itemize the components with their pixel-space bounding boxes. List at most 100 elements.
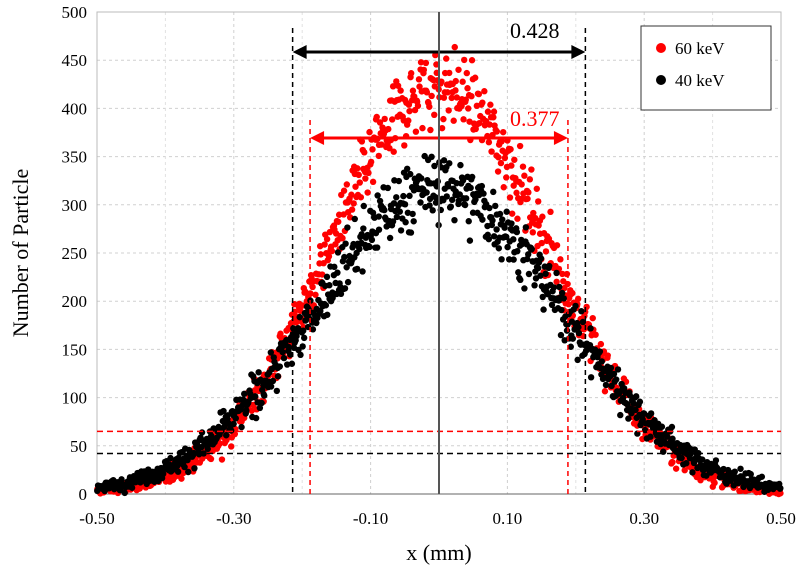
data-point xyxy=(326,282,333,289)
data-point xyxy=(485,139,493,146)
data-point xyxy=(423,189,430,196)
data-point xyxy=(533,185,540,192)
data-point xyxy=(475,90,483,98)
data-point xyxy=(712,457,720,464)
data-point xyxy=(218,456,226,463)
data-point xyxy=(462,195,470,202)
data-point xyxy=(548,301,556,309)
data-point xyxy=(341,285,349,292)
data-point xyxy=(508,162,515,169)
data-point xyxy=(557,331,565,339)
data-point xyxy=(465,218,472,225)
data-point xyxy=(510,236,517,243)
data-point xyxy=(368,236,376,244)
data-point xyxy=(569,289,576,297)
data-point xyxy=(405,117,412,124)
data-point xyxy=(128,484,136,491)
data-point xyxy=(460,56,468,64)
data-point xyxy=(525,251,532,258)
data-point xyxy=(508,210,516,217)
data-point xyxy=(485,235,493,243)
data-point xyxy=(428,153,435,161)
data-point xyxy=(546,262,553,270)
data-point xyxy=(455,197,462,204)
y-tick-label: 350 xyxy=(62,148,88,167)
data-point xyxy=(406,192,413,200)
data-point xyxy=(426,202,433,209)
data-point xyxy=(313,319,320,327)
data-point xyxy=(432,194,439,201)
data-point xyxy=(356,245,363,253)
data-point xyxy=(252,414,260,422)
data-point xyxy=(373,244,381,251)
data-point xyxy=(348,206,356,213)
data-point xyxy=(604,352,611,359)
data-point xyxy=(563,270,571,278)
data-point xyxy=(390,148,397,155)
data-point xyxy=(528,166,535,173)
data-point xyxy=(342,240,349,247)
data-point xyxy=(252,393,259,400)
data-point xyxy=(386,234,394,242)
data-point xyxy=(459,177,467,184)
data-point xyxy=(340,187,348,194)
data-point xyxy=(496,210,504,218)
data-point xyxy=(452,77,459,85)
data-point xyxy=(471,74,479,81)
data-point xyxy=(322,302,330,309)
data-point xyxy=(361,149,368,156)
data-point xyxy=(348,191,355,198)
data-point xyxy=(444,89,451,96)
data-point xyxy=(386,144,393,152)
data-point xyxy=(602,381,610,389)
data-point xyxy=(351,215,358,223)
data-point xyxy=(344,224,351,231)
y-tick-label: 250 xyxy=(62,244,88,263)
data-point xyxy=(309,326,317,333)
data-point xyxy=(480,190,487,197)
legend-marker xyxy=(656,75,666,85)
data-point xyxy=(328,247,336,255)
data-point xyxy=(583,303,590,311)
data-point xyxy=(537,272,544,279)
data-point xyxy=(334,269,341,276)
data-point xyxy=(417,199,424,206)
data-point xyxy=(607,364,615,372)
data-point xyxy=(344,278,352,286)
data-point xyxy=(318,271,326,278)
data-point xyxy=(468,57,476,64)
data-point xyxy=(513,189,520,197)
data-point xyxy=(530,209,537,217)
data-point xyxy=(393,194,400,201)
data-point xyxy=(531,214,539,222)
data-point xyxy=(513,228,521,236)
data-point xyxy=(492,202,499,210)
x-tick-label: 0.10 xyxy=(493,509,523,528)
data-point xyxy=(486,204,493,212)
data-point xyxy=(489,217,496,224)
data-point xyxy=(381,115,388,123)
data-point xyxy=(540,306,547,313)
data-point xyxy=(451,216,458,224)
data-point xyxy=(296,313,303,321)
data-point xyxy=(525,270,533,278)
data-point xyxy=(669,458,676,466)
data-point xyxy=(658,423,666,430)
data-point xyxy=(339,234,346,242)
data-point xyxy=(535,222,542,229)
data-point xyxy=(258,399,265,407)
data-point xyxy=(366,243,373,251)
data-point xyxy=(312,291,319,298)
data-point xyxy=(481,88,488,95)
data-point xyxy=(280,354,288,362)
data-point xyxy=(479,216,486,223)
data-point xyxy=(758,473,766,480)
data-point xyxy=(407,70,415,77)
data-point xyxy=(277,330,284,337)
data-point xyxy=(601,388,609,395)
data-point xyxy=(468,93,475,100)
data-point xyxy=(528,245,535,253)
data-point xyxy=(429,207,436,214)
data-point xyxy=(321,241,328,248)
data-point xyxy=(537,255,545,262)
